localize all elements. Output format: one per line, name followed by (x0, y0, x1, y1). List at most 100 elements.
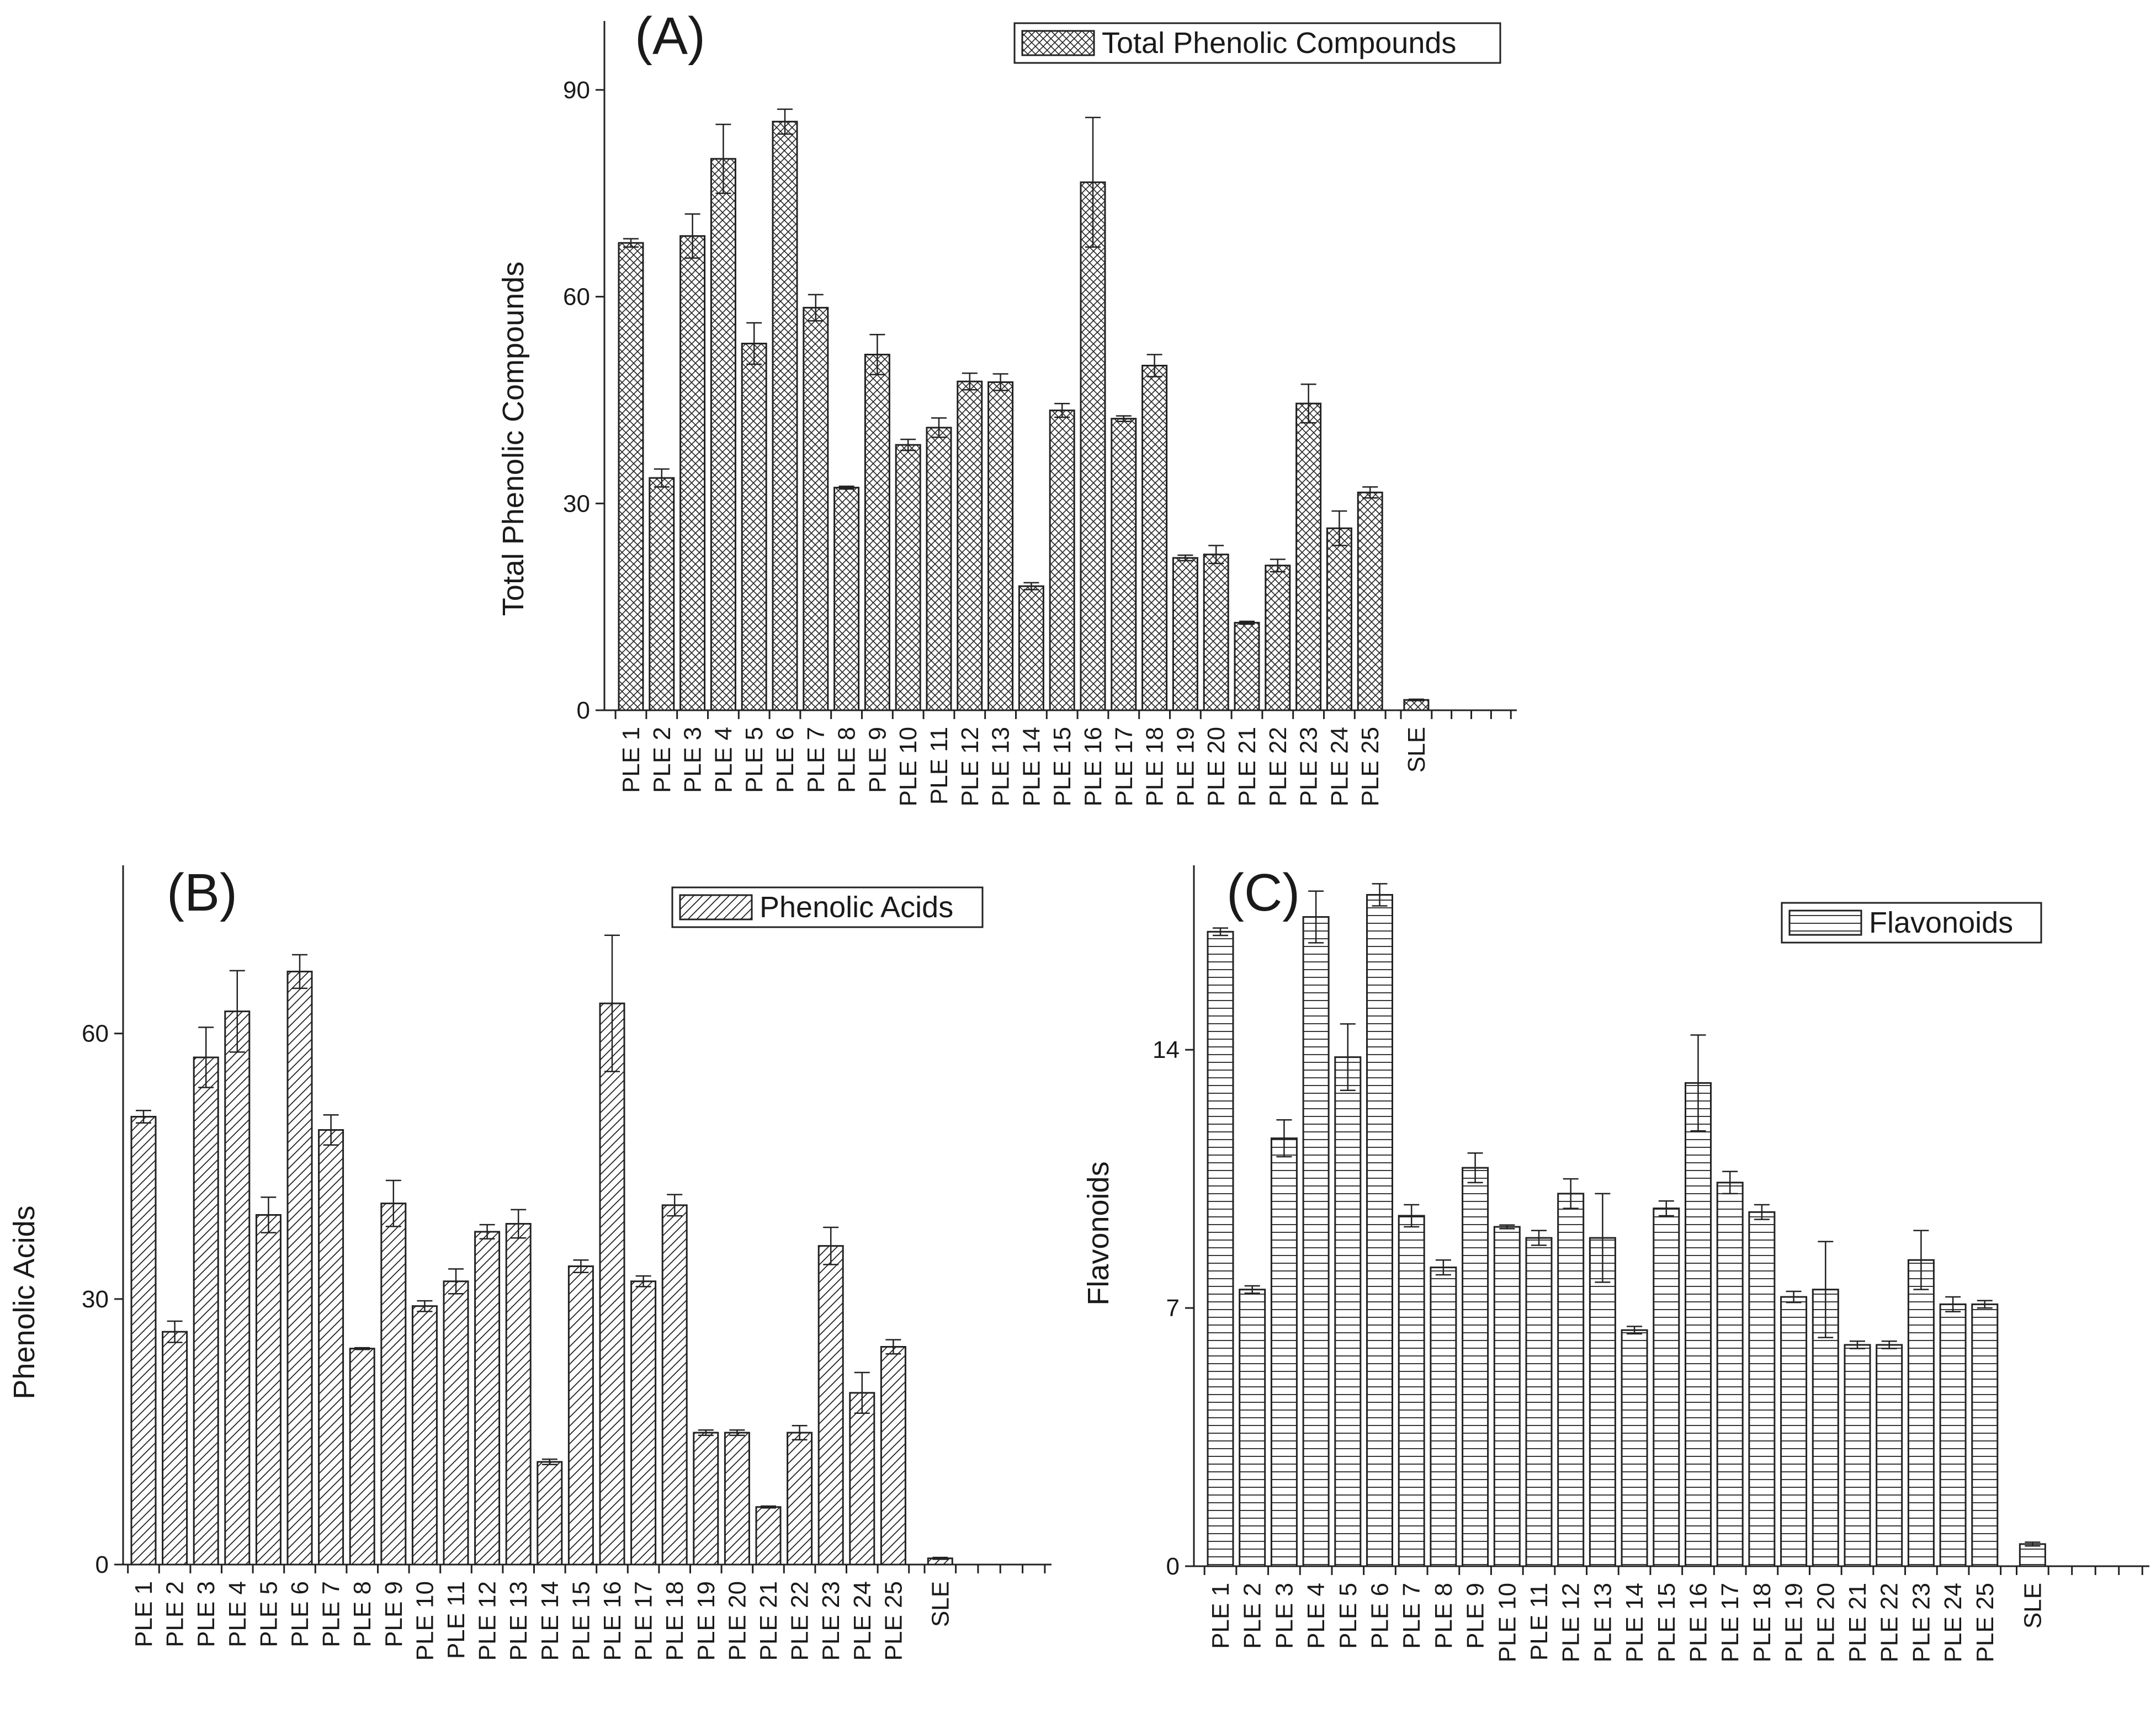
panel-a-total-phenolic: (A) Total Phenolic Compounds Total Pheno… (497, 7, 1517, 806)
error-bar-b-17 (635, 1275, 651, 1288)
bar-c-7 (1398, 1215, 1425, 1567)
bar-a-25 (1357, 491, 1383, 711)
bar-a-1 (618, 242, 644, 711)
bar-b-19 (693, 1432, 719, 1566)
error-bar-c-9 (1467, 1152, 1483, 1184)
x-tick-label-b-4: PLE 4 (224, 1581, 251, 1647)
y-tick-label-c: 0 (1166, 1553, 1180, 1580)
bar-c-18 (1748, 1211, 1776, 1567)
x-tick-label-c-14: PLE 14 (1621, 1583, 1648, 1662)
x-tick-label-b-24: PLE 24 (849, 1581, 876, 1661)
error-bar-a-25 (1362, 486, 1378, 499)
bar-b-9 (380, 1203, 407, 1566)
bar-a-19 (1172, 557, 1198, 711)
x-tick-label-a-17: PLE 17 (1111, 727, 1138, 806)
error-bar-a-4 (715, 124, 731, 194)
bar-b-10 (411, 1305, 438, 1566)
error-bar-a-14 (1023, 582, 1039, 590)
bar-b-14 (537, 1461, 563, 1566)
x-tick-label-b-14: PLE 14 (537, 1581, 564, 1661)
bar-a-9 (864, 354, 890, 711)
bar-a-17 (1111, 418, 1137, 711)
bar-c-6 (1366, 893, 1393, 1567)
error-bar-a-7 (808, 294, 824, 322)
bar-b-21 (755, 1506, 782, 1566)
bar-a-18 (1141, 365, 1168, 711)
x-tick-label-a-14: PLE 14 (1018, 727, 1045, 806)
bar-c-8 (1430, 1267, 1457, 1567)
bar-c-24 (1939, 1303, 1967, 1567)
x-tick-label-a-24: PLE 24 (1326, 727, 1353, 806)
legend-c: Flavonoids (1781, 902, 2042, 944)
bar-c-25 (1971, 1303, 1999, 1567)
x-tick-label-c-25: PLE 25 (1972, 1583, 1999, 1662)
error-bar-a-3 (684, 213, 700, 259)
error-bar-a-23 (1300, 383, 1316, 424)
x-tick-label-c-1: PLE 1 (1207, 1583, 1234, 1649)
x-tick-label-a-20: PLE 20 (1203, 727, 1230, 806)
x-tick-label-a-13: PLE 13 (987, 727, 1015, 806)
x-tick-label-a-3: PLE 3 (679, 727, 707, 793)
error-bar-b-14 (541, 1458, 557, 1466)
x-tick-label-b-15: PLE 15 (567, 1581, 594, 1661)
bar-a-13 (987, 381, 1014, 711)
x-tick-label-b-6: PLE 6 (286, 1581, 314, 1647)
error-bar-c-2 (1244, 1285, 1260, 1294)
x-tick-label-c-15: PLE 15 (1653, 1583, 1680, 1662)
error-bar-b-9 (385, 1179, 401, 1227)
x-tick-label-c-6: PLE 6 (1367, 1583, 1394, 1649)
y-axis-title-c: Flavonoids (1082, 1161, 1115, 1305)
error-bar-c-14 (1627, 1326, 1643, 1335)
bar-a-2 (649, 477, 675, 711)
bar-b-16 (599, 1002, 625, 1566)
bar-a-3 (679, 235, 706, 711)
error-bar-b-26 (932, 1556, 948, 1560)
x-tick-label-b-3: PLE 3 (193, 1581, 220, 1647)
error-bar-b-13 (511, 1209, 527, 1239)
bar-c-14 (1621, 1329, 1648, 1567)
error-bar-b-6 (292, 954, 307, 990)
error-bar-a-13 (992, 373, 1008, 391)
bar-a-11 (926, 427, 952, 711)
error-bar-b-19 (698, 1429, 714, 1437)
x-tick-label-c-21: PLE 21 (1844, 1583, 1871, 1662)
bar-a-7 (803, 307, 829, 711)
x-tick-label-a-1: PLE 1 (618, 727, 645, 793)
error-bar-b-22 (792, 1424, 808, 1441)
y-tick-label-b: 30 (82, 1286, 109, 1313)
legend-label-c: Flavonoids (1869, 906, 2013, 939)
error-bar-c-5 (1340, 1023, 1356, 1091)
bar-a-16 (1080, 181, 1106, 711)
bar-a-26 (1403, 699, 1430, 711)
error-bar-c-26 (2025, 1541, 2041, 1547)
x-tick-label-b-5: PLE 5 (255, 1581, 282, 1647)
bar-c-13 (1589, 1237, 1616, 1567)
error-bar-c-11 (1531, 1230, 1547, 1246)
bar-b-2 (162, 1331, 188, 1566)
error-bar-c-8 (1435, 1259, 1451, 1276)
bar-a-24 (1326, 527, 1352, 711)
x-tick-label-c-24: PLE 24 (1940, 1583, 1967, 1662)
y-tick-label-a: 0 (577, 697, 590, 724)
error-bar-a-11 (931, 417, 947, 438)
error-bar-b-11 (448, 1268, 464, 1295)
error-bar-b-10 (417, 1300, 433, 1312)
y-axis-title-b: Phenolic Acids (8, 1205, 41, 1399)
bar-c-22 (1876, 1344, 1903, 1567)
bar-c-5 (1334, 1056, 1362, 1567)
error-bar-c-19 (1786, 1290, 1802, 1304)
x-tick-label-b-7: PLE 7 (318, 1581, 345, 1647)
panel-letter-a: (A) (635, 7, 705, 66)
x-tick-label-a-22: PLE 22 (1265, 727, 1292, 806)
x-tick-label-c-17: PLE 17 (1717, 1583, 1744, 1662)
error-bar-a-15 (1054, 402, 1070, 418)
error-bar-b-2 (167, 1320, 183, 1343)
error-bar-b-15 (573, 1259, 589, 1273)
panel-b-phenolic-acids: (B) Phenolic Acids Phenolic Acids 0 30 60 P… (8, 863, 1052, 1661)
bar-c-4 (1302, 916, 1330, 1567)
bar-a-14 (1018, 585, 1044, 711)
x-tick-label-a-12: PLE 12 (957, 727, 984, 806)
x-tick-label-a-26: SLE (1403, 727, 1430, 773)
x-tick-label-b-26: SLE (927, 1581, 954, 1627)
